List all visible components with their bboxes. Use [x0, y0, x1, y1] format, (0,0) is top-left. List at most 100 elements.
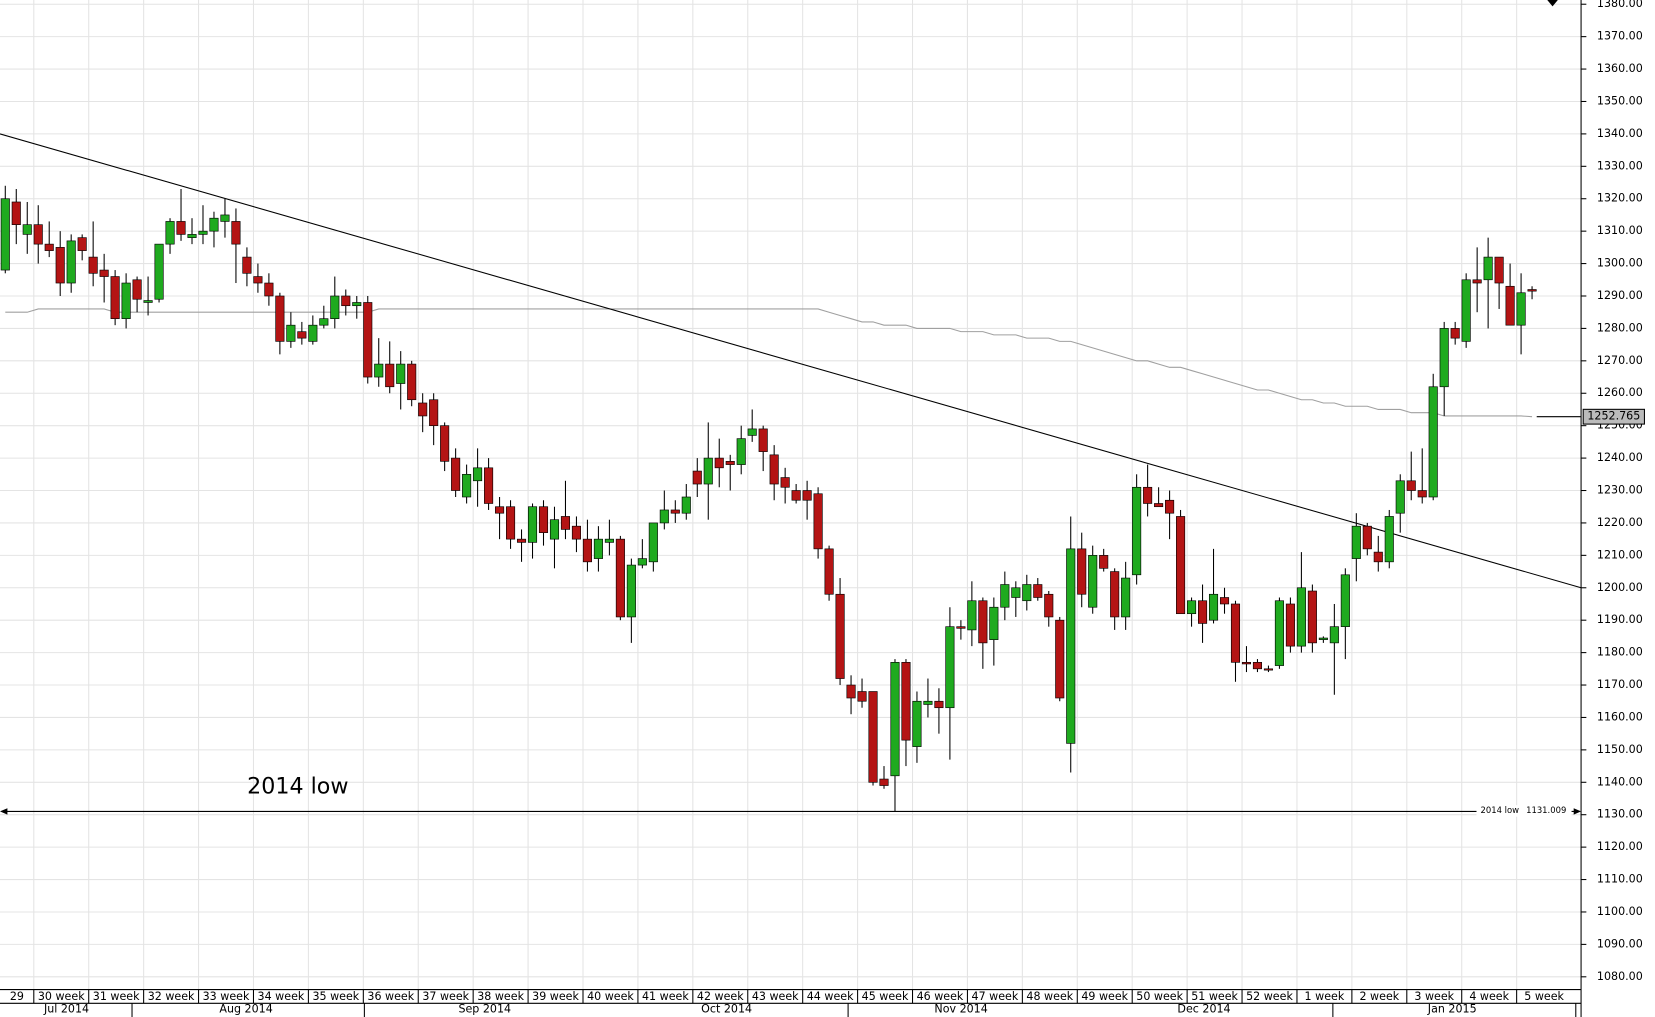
candle-body: [385, 363, 395, 388]
candle-body: [648, 522, 658, 563]
week-label: 33 week: [203, 990, 250, 1003]
candle-body: [1296, 587, 1306, 647]
y-tick-label: 1370.00: [1597, 30, 1643, 43]
y-tick-label: 1260.00: [1597, 386, 1643, 399]
week-label: 49 week: [1081, 990, 1128, 1003]
moving-average: [5, 308, 1533, 418]
candle-body: [846, 684, 856, 699]
candle-body: [868, 691, 878, 783]
candle-body: [802, 490, 812, 501]
candle-body: [209, 217, 219, 232]
week-label: 35 week: [312, 990, 359, 1003]
candle-body: [1121, 577, 1131, 618]
candle-body: [956, 626, 966, 629]
candle-body: [176, 221, 186, 235]
month-label: Sep 2014: [458, 1003, 511, 1016]
candle-body: [1439, 328, 1449, 388]
candle-body: [1022, 584, 1032, 602]
candle-body: [286, 324, 296, 342]
week-label: 3 week: [1414, 990, 1454, 1003]
y-tick-label: 1100.00: [1597, 905, 1643, 918]
candle-body: [1000, 584, 1010, 608]
week-label: 46 week: [917, 990, 964, 1003]
candle-body: [484, 467, 494, 504]
month-label: Jan 2015: [1427, 1003, 1477, 1016]
candle-body: [0, 198, 10, 271]
y-tick-label: 1380.00: [1597, 0, 1643, 10]
candle-body: [473, 467, 483, 482]
candle-body: [77, 237, 87, 251]
candle-body: [1417, 490, 1427, 498]
candle-body: [451, 457, 461, 491]
trendline: [0, 133, 1582, 589]
candle-body: [11, 201, 21, 225]
candle-body: [1472, 279, 1482, 284]
week-label: 50 week: [1136, 990, 1183, 1003]
y-tick-label: 1280.00: [1597, 321, 1643, 334]
candle-body: [670, 509, 680, 514]
month-label: Jul 2014: [43, 1003, 89, 1016]
axes: 1080.00 1090.00 1100.00 1110.00 1120.00 1130.…: [10, 0, 1645, 1017]
candle-body: [253, 276, 263, 284]
candle-body: [363, 302, 373, 378]
candle-body: [1494, 256, 1504, 284]
week-label: 37 week: [422, 990, 469, 1003]
candle-body: [604, 538, 614, 543]
candle-body: [1230, 603, 1241, 663]
y-tick-label: 1190.00: [1597, 613, 1643, 626]
candle-body: [1406, 480, 1416, 491]
candle-body: [1187, 600, 1197, 615]
marker: [1547, 0, 1558, 7]
candle-body: [1198, 600, 1208, 624]
week-label: 43 week: [752, 990, 799, 1003]
candle-body: [681, 496, 691, 514]
week-label: 32 week: [148, 990, 195, 1003]
candle-body: [1362, 525, 1372, 550]
candle-body: [407, 363, 417, 401]
candle-body: [495, 506, 505, 514]
y-tick-label: 1300.00: [1597, 257, 1643, 270]
candle-body: [341, 295, 351, 307]
week-label: 41 week: [642, 990, 689, 1003]
candle-body: [516, 538, 527, 543]
candle-body: [374, 363, 384, 378]
candle-body: [989, 606, 999, 640]
week-label: 2 week: [1359, 990, 1399, 1003]
candle-body: [560, 516, 571, 530]
candle-body: [813, 493, 823, 550]
candle-body: [429, 399, 439, 426]
y-tick-label: 1220.00: [1597, 516, 1643, 529]
candle-body: [143, 300, 153, 303]
candle-body: [1384, 516, 1394, 563]
week-label: 44 week: [807, 990, 854, 1003]
candle-body: [1132, 486, 1142, 576]
candle-body: [242, 256, 252, 274]
candle-body: [198, 230, 208, 235]
candle-body: [1066, 548, 1076, 744]
y-tick-label: 1310.00: [1597, 224, 1643, 237]
y-tick-label: 1170.00: [1597, 678, 1643, 691]
candle-body: [1044, 593, 1054, 618]
candle-body: [791, 490, 801, 501]
plot-area: 2014 low 1131.009 2014 low: [0, 133, 1582, 817]
low-line-label: 2014 low: [1480, 805, 1519, 815]
candle-body: [1219, 597, 1230, 605]
y-tick-label: 1150.00: [1597, 743, 1643, 756]
candle-body: [1099, 555, 1109, 569]
y-tick-label: 1160.00: [1597, 710, 1643, 723]
week-label: 42 week: [697, 990, 744, 1003]
candle-body: [725, 461, 735, 465]
candle-body: [824, 548, 834, 595]
candle-body: [1318, 637, 1328, 640]
candle-body: [582, 538, 592, 563]
candle-body: [110, 276, 120, 320]
week-label: 38 week: [477, 990, 524, 1003]
candle-body: [1088, 555, 1098, 608]
week-label: 4 week: [1469, 990, 1509, 1003]
y-tick-label: 1120.00: [1597, 840, 1643, 853]
candle-body: [1516, 292, 1526, 326]
y-tick-label: 1080.00: [1597, 970, 1643, 983]
candle-body: [1428, 386, 1438, 498]
week-label: 40 week: [587, 990, 634, 1003]
